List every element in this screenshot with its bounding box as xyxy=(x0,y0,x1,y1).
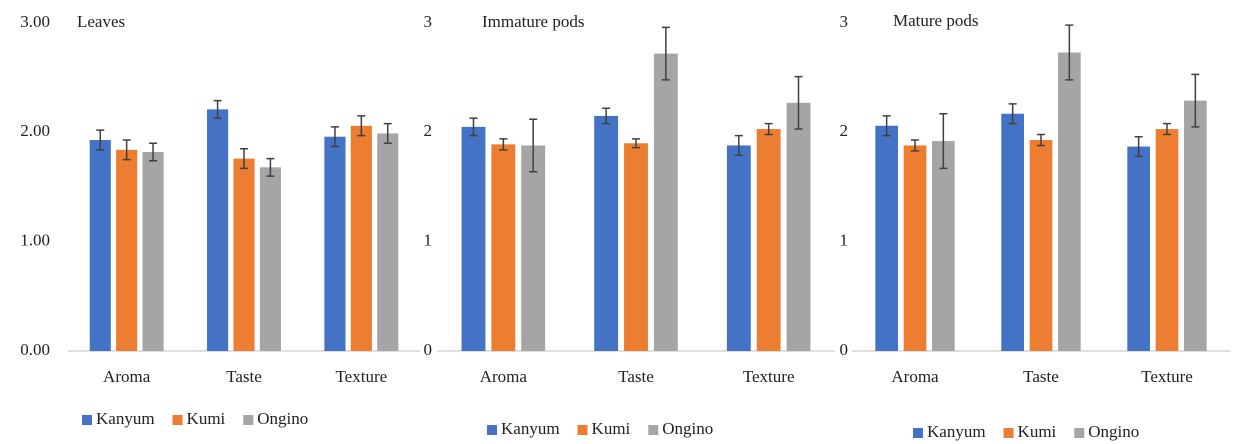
bar xyxy=(786,102,811,352)
bar xyxy=(1127,146,1150,351)
x-tick-label: Aroma xyxy=(891,367,939,386)
error-bar xyxy=(240,147,248,170)
bar xyxy=(903,145,927,351)
x-tick-label: Taste xyxy=(226,367,262,386)
error-bar xyxy=(213,99,222,119)
bar xyxy=(624,143,648,351)
y-tick-label: 3 xyxy=(424,12,433,31)
bar xyxy=(594,115,619,351)
legend-label: Ongino xyxy=(257,409,308,428)
legend-label: Kanyum xyxy=(96,409,155,428)
legend-label: Kumi xyxy=(592,419,631,438)
error-bar xyxy=(1134,135,1143,158)
x-tick-label: Taste xyxy=(1023,367,1059,386)
bar xyxy=(726,145,751,351)
x-tick-label: Taste xyxy=(618,367,654,386)
x-tick-label: Aroma xyxy=(480,367,528,386)
error-bar xyxy=(661,26,670,81)
legend-swatch xyxy=(577,425,588,435)
error-bar xyxy=(1163,122,1171,136)
bar xyxy=(491,144,516,351)
legend-label: Kanyum xyxy=(501,419,560,438)
bar xyxy=(142,152,164,351)
bar xyxy=(324,136,346,351)
y-tick-label: 3.00 xyxy=(20,12,50,31)
bar xyxy=(521,145,546,351)
bar xyxy=(350,125,372,351)
bar xyxy=(207,109,229,351)
y-tick-label: 3 xyxy=(840,12,849,31)
error-bar xyxy=(911,139,919,152)
error-bar xyxy=(499,138,508,151)
error-bar xyxy=(632,138,640,149)
x-tick-label: Texture xyxy=(1141,367,1193,386)
bar xyxy=(756,129,781,351)
bar xyxy=(875,125,898,351)
error-bar xyxy=(266,157,275,177)
chart-title: Mature pods xyxy=(893,11,978,30)
error-bar xyxy=(939,112,948,170)
bar xyxy=(461,126,486,351)
bar xyxy=(1029,139,1053,351)
legend-swatch xyxy=(913,428,923,438)
error-bar xyxy=(383,122,392,145)
error-bar xyxy=(794,75,803,130)
y-tick-label: 2 xyxy=(840,121,849,140)
legend-swatch xyxy=(1074,428,1085,438)
legend-swatch xyxy=(1003,428,1014,438)
y-tick-label: 0 xyxy=(424,340,433,359)
error-bar xyxy=(1008,103,1017,125)
bar xyxy=(116,149,138,351)
y-tick-label: 1.00 xyxy=(20,231,50,250)
bar xyxy=(1001,113,1024,351)
x-tick-label: Aroma xyxy=(103,367,151,386)
error-bar xyxy=(469,117,478,137)
y-tick-label: 0.00 xyxy=(20,340,50,359)
chart-title: Immature pods xyxy=(482,12,584,31)
x-tick-label: Texture xyxy=(335,367,387,386)
y-tick-label: 1 xyxy=(424,231,433,250)
error-bar xyxy=(764,122,773,136)
bar xyxy=(1184,100,1207,351)
bar xyxy=(653,53,678,351)
legend-swatch xyxy=(648,425,659,435)
legend-label: Kumi xyxy=(187,409,226,428)
legend-label: Kumi xyxy=(1018,422,1057,441)
legend-swatch xyxy=(243,415,254,425)
bar xyxy=(932,141,955,351)
error-bar xyxy=(1037,133,1045,147)
bar xyxy=(1155,129,1179,351)
error-bar xyxy=(1191,73,1200,128)
error-bar xyxy=(602,107,611,125)
y-tick-label: 2 xyxy=(424,121,433,140)
error-bar xyxy=(122,139,131,161)
legend-label: Ongino xyxy=(1088,422,1139,441)
error-bar xyxy=(1065,24,1074,81)
error-bar xyxy=(882,115,891,137)
legend-swatch xyxy=(82,415,92,425)
bar xyxy=(377,133,399,351)
bar xyxy=(89,139,111,351)
bar xyxy=(259,167,281,351)
error-bar xyxy=(529,118,538,173)
y-tick-label: 2.00 xyxy=(20,121,50,140)
error-bar xyxy=(357,115,366,137)
legend-label: Ongino xyxy=(662,419,713,438)
y-tick-label: 1 xyxy=(840,231,849,250)
error-bar xyxy=(734,134,743,157)
chart-title: Leaves xyxy=(77,12,125,31)
bar xyxy=(1058,52,1081,352)
legend-swatch xyxy=(172,415,183,425)
legend-swatch xyxy=(487,425,497,435)
error-bar xyxy=(149,142,158,162)
error-bar xyxy=(96,129,105,151)
y-tick-label: 0 xyxy=(840,340,849,359)
error-bar xyxy=(330,126,339,148)
bar xyxy=(233,158,255,351)
x-tick-label: Texture xyxy=(743,367,795,386)
legend-label: Kanyum xyxy=(927,422,986,441)
